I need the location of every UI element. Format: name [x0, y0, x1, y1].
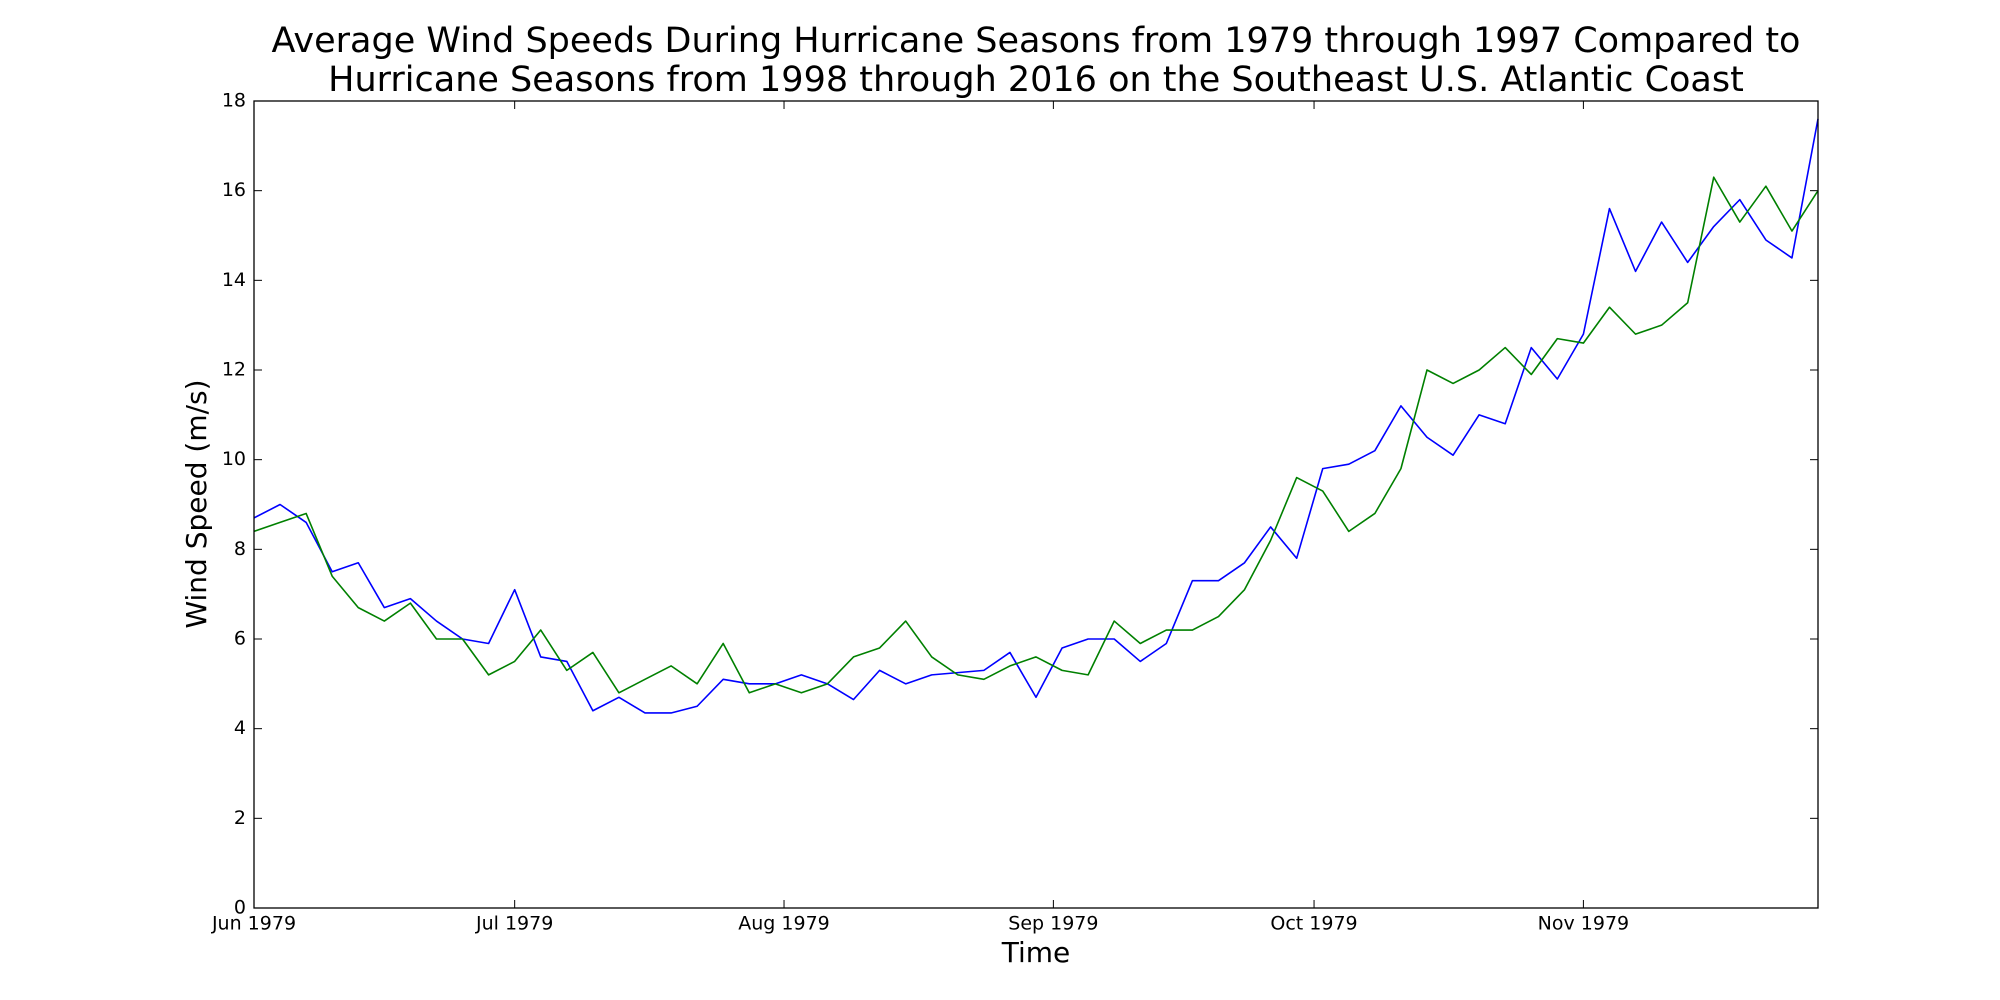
x-axis-label: Time	[1001, 936, 1071, 969]
data-line	[253, 118, 1819, 714]
y-tick-label: 14	[222, 269, 246, 291]
y-tick-label: 12	[222, 359, 246, 381]
y-tick-label: 16	[222, 179, 246, 201]
y-tick-label: 2	[234, 807, 246, 829]
x-tick-label: Sep 1979	[1008, 913, 1098, 935]
x-tick-label: Jun 1979	[211, 913, 296, 935]
x-tick-label: Oct 1979	[1270, 913, 1357, 935]
y-axis-label: Wind Speed (m/s)	[180, 379, 213, 628]
y-tick-label: 10	[222, 448, 246, 470]
y-tick-label: 0	[234, 897, 246, 919]
y-tick-label: 4	[234, 717, 246, 739]
x-tick-label: Aug 1979	[738, 913, 830, 935]
y-tick-label: 18	[222, 90, 246, 112]
y-tick-label: 8	[234, 538, 246, 560]
x-tick-label: Jul 1979	[475, 913, 553, 935]
chart-title: Hurricane Seasons from 1998 through 2016…	[328, 60, 1744, 100]
plot-frame	[253, 100, 1819, 909]
y-tick-label: 6	[234, 628, 246, 650]
x-tick-label: Nov 1979	[1538, 913, 1629, 935]
data-line	[253, 176, 1819, 694]
chart-title: Average Wind Speeds During Hurricane Sea…	[272, 21, 1801, 61]
